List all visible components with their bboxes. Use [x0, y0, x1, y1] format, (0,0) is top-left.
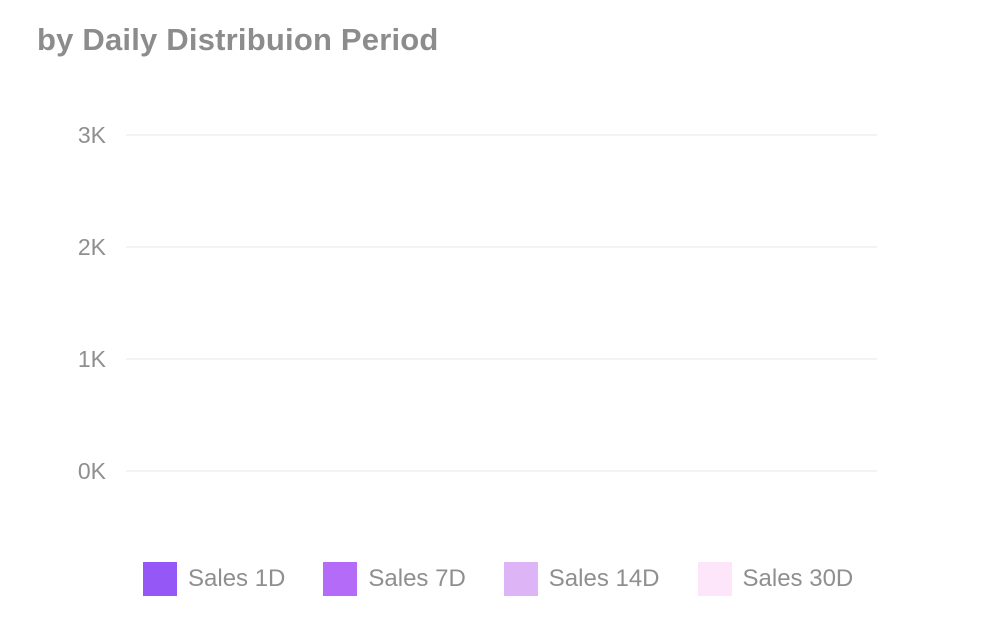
legend-swatch [143, 562, 177, 596]
y-axis-ticks: 0K 1K 2K 3K [78, 122, 107, 484]
legend-item[interactable]: Sales 1D [143, 562, 285, 596]
legend-label: Sales 7D [368, 565, 466, 592]
legend-item[interactable]: Sales 7D [323, 562, 466, 596]
chart-legend: Sales 1D Sales 7D Sales 14D Sales 30D [143, 562, 853, 596]
grid-lines [126, 134, 877, 472]
y-tick-label: 0K [78, 458, 107, 484]
y-tick-label: 3K [78, 122, 107, 148]
legend-label: Sales 14D [548, 565, 660, 592]
chart-plot-area: 0K 1K 2K 3K [78, 122, 877, 484]
legend-label: Sales 1D [188, 565, 286, 592]
legend-swatch [697, 562, 732, 596]
y-tick-label: 1K [78, 346, 107, 372]
legend-swatch [503, 562, 538, 596]
y-tick-label: 2K [78, 234, 107, 260]
legend-swatch [323, 562, 358, 596]
legend-item[interactable]: Sales 30D [697, 562, 854, 596]
chart-title: by Daily Distribuion Period [37, 22, 439, 57]
legend-label: Sales 30D [742, 565, 854, 592]
legend-item[interactable]: Sales 14D [503, 562, 660, 596]
